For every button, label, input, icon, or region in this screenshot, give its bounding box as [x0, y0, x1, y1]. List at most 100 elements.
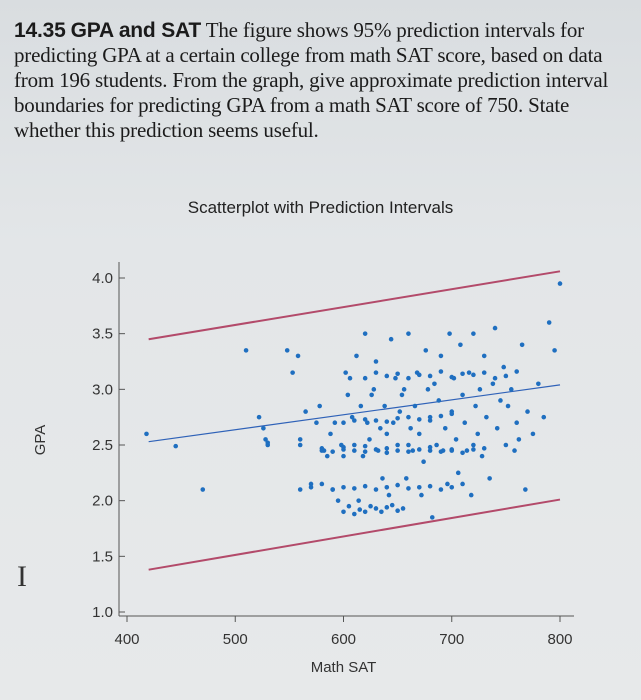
data-point [460, 392, 465, 398]
data-point [356, 498, 361, 503]
chart-title: Scatterplot with Prediction Intervals [187, 198, 454, 217]
data-point [200, 487, 206, 492]
y-tick-label: 3.0 [92, 381, 113, 398]
text-cursor-icon: I [17, 560, 27, 593]
data-point [395, 415, 400, 421]
data-point [384, 431, 390, 437]
data-point [388, 336, 394, 342]
data-point [373, 370, 379, 375]
data-point [408, 426, 413, 431]
data-point [434, 442, 439, 448]
data-point [501, 364, 507, 370]
data-point [425, 387, 431, 392]
data-point [514, 420, 519, 426]
data-point [438, 487, 444, 492]
data-point [297, 442, 303, 448]
data-point [330, 449, 335, 454]
data-point [399, 392, 405, 398]
data-point [263, 437, 268, 442]
data-point [352, 448, 357, 453]
problem-statement: 14.35 GPA and SAT The figure shows 95% p… [14, 18, 632, 143]
data-point [362, 449, 368, 454]
data-point [362, 375, 368, 381]
data-point [384, 485, 390, 490]
data-point [373, 359, 379, 364]
data-point [373, 487, 379, 492]
data-point [317, 403, 322, 409]
data-point [352, 511, 357, 517]
data-point [386, 492, 392, 498]
data-point [519, 342, 525, 348]
data-point [416, 485, 422, 490]
data-point [395, 448, 400, 453]
data-point [352, 442, 357, 448]
data-point [343, 370, 348, 375]
data-point [284, 348, 290, 353]
data-point [362, 417, 368, 422]
data-point [487, 476, 492, 481]
data-point [438, 353, 444, 359]
data-point [479, 453, 485, 459]
data-point [358, 403, 364, 409]
data-point [362, 509, 368, 515]
data-point [378, 426, 383, 431]
y-tick-label: 2.5 [92, 437, 113, 454]
data-point [514, 369, 519, 374]
data-point [406, 375, 411, 381]
data-point [144, 431, 149, 437]
data-point [314, 420, 319, 426]
data-point [341, 453, 346, 459]
data-point [324, 453, 330, 459]
y-tick-label: 4.0 [92, 270, 113, 287]
data-point [503, 373, 509, 379]
data-point [412, 403, 418, 409]
data-point [442, 426, 448, 431]
data-point [354, 353, 359, 359]
data-point [319, 448, 325, 453]
data-point [256, 414, 262, 420]
data-point [308, 485, 314, 490]
data-point [406, 331, 411, 336]
data-point [395, 508, 400, 513]
y-tick-label: 1.5 [92, 548, 113, 565]
problem-text: The figure shows 95% prediction interval… [14, 18, 609, 142]
data-point [453, 437, 459, 442]
data-point [427, 373, 433, 379]
data-point [557, 281, 563, 286]
data-point [416, 447, 422, 452]
data-point [406, 442, 411, 448]
data-point [512, 448, 517, 453]
data-point [484, 414, 489, 420]
data-point [382, 403, 387, 409]
data-point [345, 392, 351, 398]
data-point [445, 481, 450, 487]
data-point [410, 448, 416, 453]
data-point [447, 331, 452, 336]
data-point [427, 448, 433, 453]
data-point [468, 492, 474, 498]
data-point [403, 476, 409, 481]
data-point [341, 447, 346, 452]
data-point [395, 371, 400, 377]
x-axis-label: Math SAT [311, 659, 377, 676]
lower-prediction-interval-line [148, 498, 561, 571]
data-point [371, 387, 377, 392]
data-point [498, 398, 503, 403]
data-point [508, 387, 514, 392]
data-point [373, 506, 379, 511]
problem-title: GPA and SAT [70, 19, 202, 42]
data-point [436, 398, 442, 403]
data-point [384, 450, 390, 456]
data-point [393, 375, 398, 381]
data-point [471, 447, 476, 452]
data-point [481, 370, 487, 375]
data-point [471, 372, 476, 378]
data-point [297, 437, 303, 442]
data-point [546, 320, 552, 325]
data-point [455, 470, 461, 476]
problem-number: 14.35 [14, 19, 66, 42]
x-tick-label: 400 [114, 631, 139, 648]
data-point [503, 442, 509, 448]
data-point [384, 505, 390, 510]
